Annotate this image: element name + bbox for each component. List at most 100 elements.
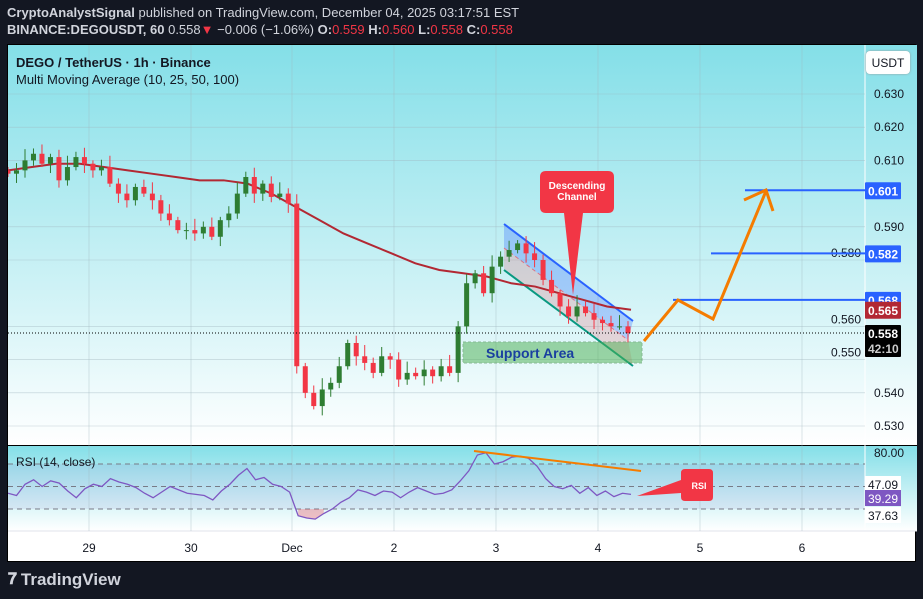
candle [489,266,495,294]
candle [328,382,334,390]
brand-name: TradingView [20,570,121,589]
tv-logo-icon: 𝟕 [8,571,17,588]
candle [311,392,317,407]
candle [455,326,461,373]
rsi-callout-label: RSI [691,481,706,491]
low-label: L: [418,22,431,37]
channel-upper-fill [504,224,633,340]
candle [39,153,45,164]
candle [404,372,410,380]
candle [447,366,453,373]
candle [22,160,28,171]
chart-title: DEGO / TetherUS · 1h · Binance [16,55,211,70]
candle [13,170,19,174]
candle [90,163,96,171]
candle [73,157,79,168]
candle [166,213,172,221]
candle [362,356,368,363]
support-area-box [462,341,643,364]
rsi-value-label: 39.29 [868,492,898,506]
candle [336,366,342,383]
candle [217,220,223,237]
candle [498,256,504,267]
chart-canvas[interactable]: 0.6300.6200.6100.5900.5800.5600.5500.540… [8,45,917,563]
candle [30,153,36,161]
candle [294,203,300,367]
indicator-legend[interactable]: Multi Moving Average (10, 25, 50, 100) [16,72,240,87]
candle [557,293,563,307]
price-tick-label: 0.530 [874,419,904,433]
candle [583,306,589,314]
candle [124,193,130,201]
rsi-divergence-line [473,450,642,472]
candle [549,279,555,294]
price-tick-label: 0.610 [874,153,904,167]
rsi-oversold-fill [298,509,324,520]
candle [209,226,215,237]
candle [464,283,470,327]
down-arrow-icon: ▼ [200,22,214,37]
channel-callout [540,171,614,295]
price-tick-label: 0.590 [874,220,904,234]
time-tick-label: 29 [82,541,96,555]
candle [481,273,487,294]
candle [260,183,266,194]
projection-arrow [642,190,768,342]
tradingview-logo[interactable]: 𝟕 TradingView [8,570,121,590]
rsi-legend[interactable]: RSI (14, close) [16,455,96,469]
candle [115,183,121,194]
candle [600,319,606,324]
open-value: 0.559 [332,22,365,37]
rsi-value-label: 37.63 [868,509,898,523]
candle [515,243,521,251]
channel-upper-line [503,223,634,322]
price-label-badge [865,301,901,319]
candle [608,323,614,327]
candle [532,253,538,260]
candle [302,366,308,393]
candle [56,157,62,181]
rsi-label-badge [865,507,901,523]
rsi-callout [637,469,713,501]
candle [251,177,257,194]
low-value: 0.558 [430,22,463,37]
support-area-label: Support Area [486,345,574,361]
open-label: O: [317,22,333,37]
currency-button[interactable]: USDT [866,51,910,74]
price-label: 0.582 [868,247,898,261]
symbol: BINANCE:DEGOUSDT, 60 [7,22,165,37]
candle [566,306,572,317]
candle [421,369,427,377]
time-tick-label: 4 [595,541,602,555]
candle [387,356,393,360]
publish-line: CryptoAnalystSignal published on Trading… [7,5,519,20]
author[interactable]: CryptoAnalystSignal [7,5,135,20]
high-value: 0.560 [381,22,415,37]
candle [353,343,359,357]
candle [345,343,351,367]
chart-panel[interactable]: 0.630 0.620 0.610 0.590 0.580 0.560 0.550 0.540… [7,44,917,563]
last-price: 0.558 [168,22,201,37]
channel-midline [503,247,629,341]
rsi-tick-label: 80.00 [874,446,904,460]
main-pane-bg [8,45,917,445]
price-label-badge [865,182,901,200]
candle [430,369,436,377]
candle [438,366,444,377]
candle [396,359,402,380]
price-label-badge [865,325,901,358]
candle [379,356,385,373]
candle [625,326,631,334]
rsi-label-badge [865,476,901,492]
price-label: 0.601 [868,184,898,198]
candle [319,389,325,407]
publish-info: published on TradingView.com, December 0… [138,5,520,20]
candle [47,157,53,164]
time-tick-label: 2 [391,541,398,555]
candle [141,186,147,194]
candle [472,273,478,284]
candle [540,260,546,280]
candle [98,167,104,171]
high-label: H: [368,22,382,37]
price-tick-label: 0.620 [874,120,904,134]
